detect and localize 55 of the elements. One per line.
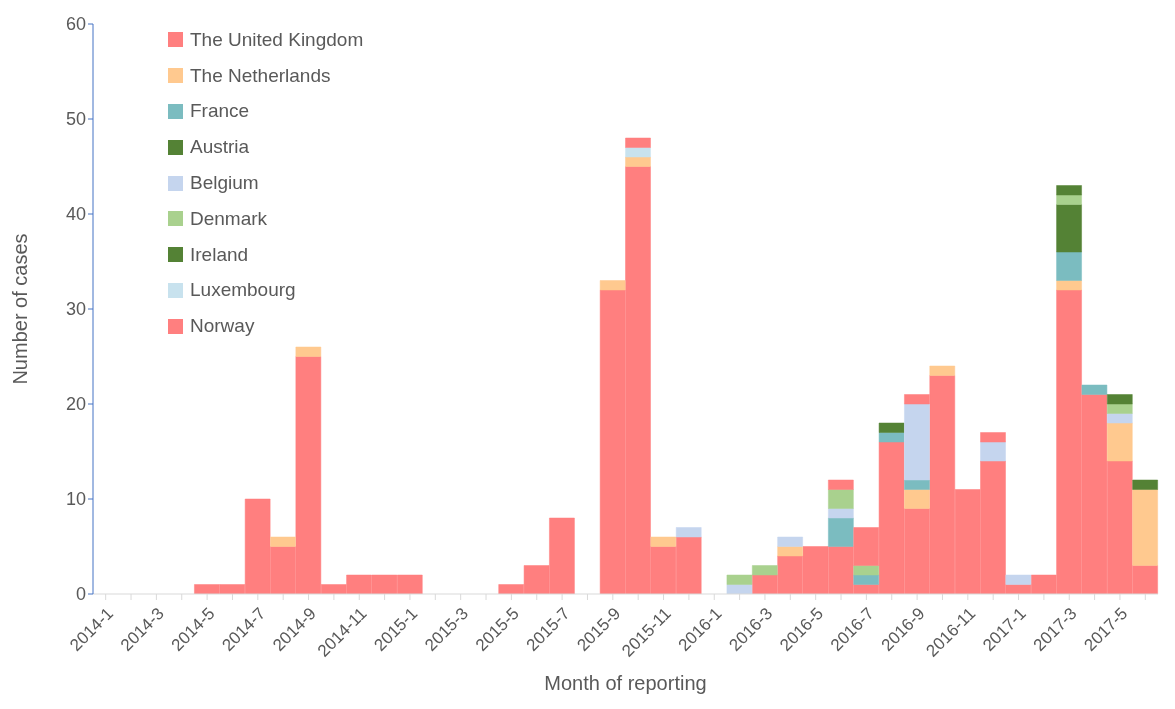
bar bbox=[777, 536, 803, 547]
bar bbox=[625, 156, 651, 167]
bar bbox=[1107, 413, 1133, 424]
legend-label: Austria bbox=[190, 135, 250, 160]
bar bbox=[853, 574, 879, 585]
legend-label: Denmark bbox=[190, 206, 268, 231]
bar bbox=[904, 479, 930, 490]
bar bbox=[878, 422, 905, 433]
bar bbox=[980, 441, 1006, 462]
y-tick-label: 60 bbox=[65, 14, 86, 35]
bar bbox=[625, 147, 651, 158]
bar bbox=[599, 280, 626, 291]
bar bbox=[904, 489, 930, 509]
legend-label: France bbox=[190, 99, 250, 124]
bar bbox=[828, 517, 854, 547]
y-tick-label: 0 bbox=[75, 584, 86, 605]
bar bbox=[929, 365, 956, 376]
bar bbox=[828, 489, 854, 509]
legend-label: Ireland bbox=[190, 242, 249, 267]
bar bbox=[650, 536, 677, 547]
bar bbox=[1056, 280, 1082, 291]
legend-label: Luxembourg bbox=[190, 278, 296, 303]
bar bbox=[295, 346, 322, 357]
bar bbox=[625, 137, 651, 148]
x-axis-title: Month of reporting bbox=[544, 672, 707, 695]
bar bbox=[904, 403, 930, 481]
bar bbox=[1056, 185, 1082, 196]
y-tick-label: 40 bbox=[65, 204, 86, 225]
legend-label: Belgium bbox=[190, 171, 259, 196]
bar bbox=[675, 527, 702, 538]
bar bbox=[1056, 194, 1082, 205]
bar bbox=[1107, 403, 1133, 414]
bar bbox=[878, 432, 905, 443]
bar bbox=[853, 565, 879, 576]
y-tick-label: 30 bbox=[65, 299, 86, 320]
bar bbox=[1056, 204, 1082, 253]
bar bbox=[1081, 384, 1108, 395]
legend-label: The United Kingdom bbox=[190, 27, 364, 52]
bar bbox=[1107, 394, 1133, 405]
bar bbox=[828, 479, 854, 490]
legend-label: Norway bbox=[190, 314, 255, 339]
y-tick-label: 50 bbox=[65, 109, 86, 130]
bar bbox=[1132, 489, 1158, 566]
bar bbox=[1056, 251, 1082, 281]
bar bbox=[828, 508, 854, 519]
y-tick-label: 10 bbox=[65, 489, 86, 510]
bar bbox=[777, 546, 803, 557]
bar bbox=[270, 536, 296, 547]
bar bbox=[980, 432, 1006, 443]
bar bbox=[1005, 574, 1032, 585]
bar bbox=[1132, 479, 1158, 490]
y-tick-label: 20 bbox=[65, 394, 86, 415]
y-axis-title: Number of cases bbox=[9, 233, 32, 385]
bar bbox=[1107, 422, 1133, 462]
legend-label: The Netherlands bbox=[190, 63, 331, 88]
